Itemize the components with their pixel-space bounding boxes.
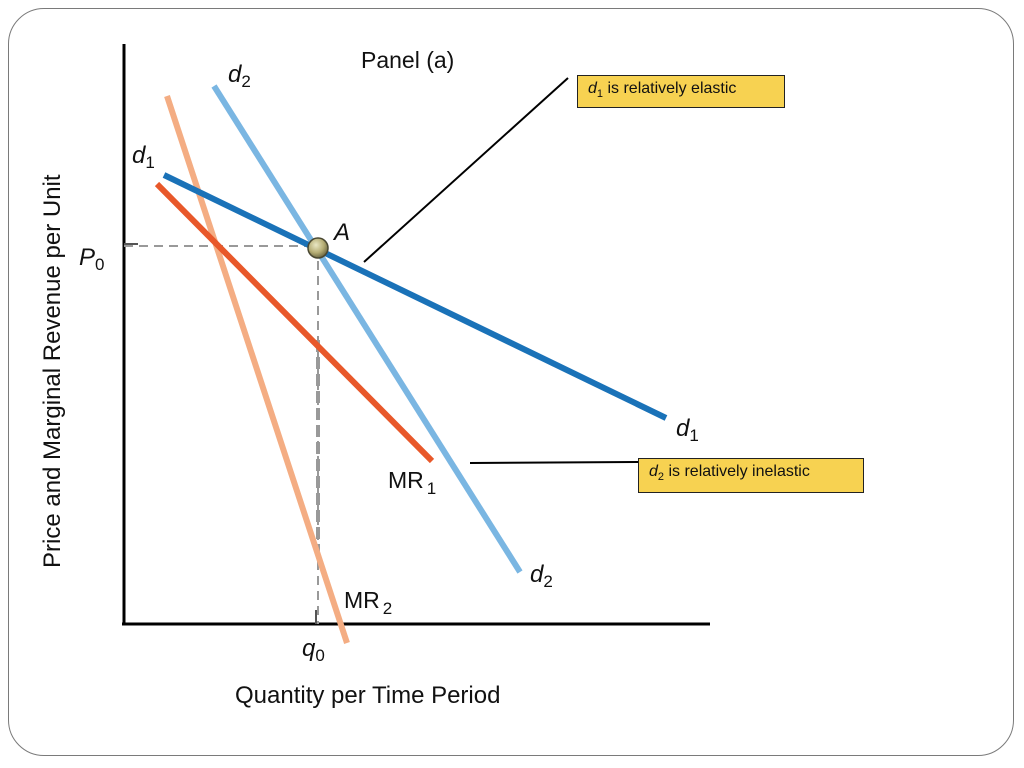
series-d2-line bbox=[211, 84, 523, 574]
point-a-label: A bbox=[332, 219, 350, 246]
elastic-callout-sub: 1 bbox=[596, 88, 604, 101]
d1-label-end: d1 bbox=[676, 415, 699, 445]
inelastic-callout: d2 is relatively inelastic bbox=[638, 458, 864, 493]
series-d1-line bbox=[162, 172, 668, 421]
inelastic-callout-sub: 2 bbox=[657, 471, 665, 484]
d2-label-top: d2 bbox=[228, 61, 251, 91]
d1-label-top: d1 bbox=[132, 142, 155, 172]
mr2-label: MR 2 bbox=[344, 587, 392, 618]
point-a-marker bbox=[307, 237, 329, 259]
series-mr1-line bbox=[154, 181, 435, 464]
inelastic-callout-text: is relatively inelastic bbox=[664, 463, 810, 480]
inelastic-leader-line bbox=[469, 461, 639, 464]
chart-title: Panel (a) bbox=[361, 47, 454, 73]
q0-label: q0 bbox=[302, 635, 325, 665]
series-mr2-line bbox=[164, 95, 350, 644]
elastic-leader-line bbox=[363, 77, 569, 263]
elastic-callout-symbol: d bbox=[588, 80, 597, 97]
x-axis-label: Quantity per Time Period bbox=[235, 682, 500, 709]
y-axis-label: Price and Marginal Revenue per Unit bbox=[39, 174, 66, 568]
d2-label-end: d2 bbox=[530, 561, 553, 591]
inelastic-callout-symbol: d bbox=[649, 463, 658, 480]
p0-label: P0 bbox=[79, 244, 104, 274]
slide-frame bbox=[8, 8, 1014, 756]
elastic-callout-text: is relatively elastic bbox=[603, 80, 737, 97]
elastic-callout: d1 is relatively elastic bbox=[577, 75, 785, 108]
mr1-label: MR 1 bbox=[388, 467, 436, 498]
